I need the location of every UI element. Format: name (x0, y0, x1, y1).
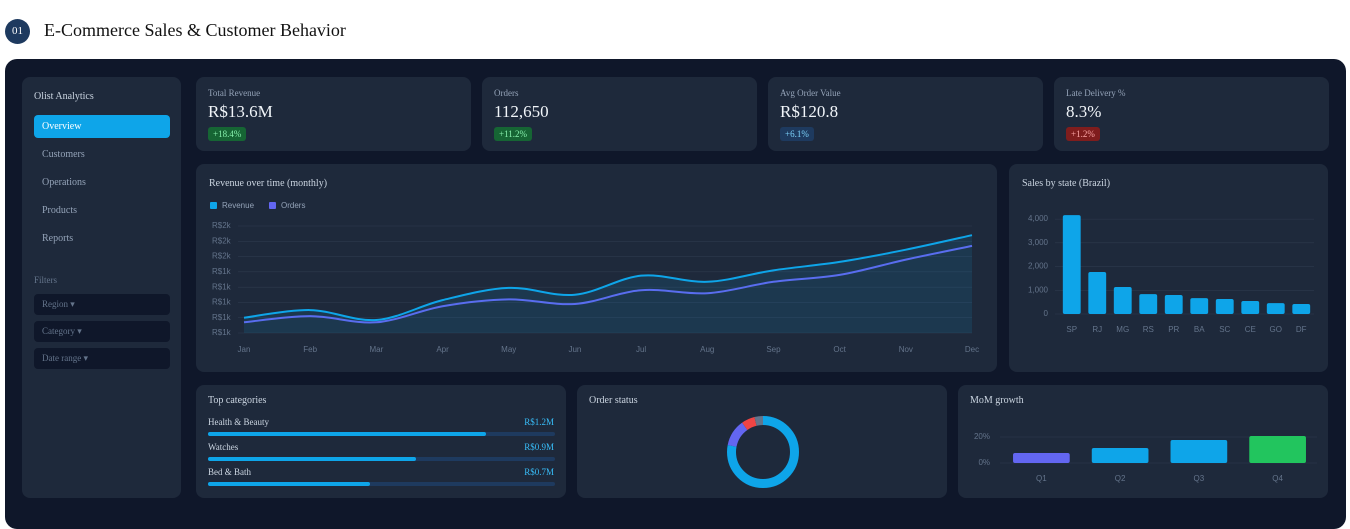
kpi-label: Late Delivery % (1066, 88, 1126, 98)
filter-dropdown[interactable]: Category ▾ (34, 321, 170, 342)
kpi-label: Avg Order Value (780, 88, 841, 98)
brand: Olist Analytics (34, 91, 94, 102)
sidebar: Olist Analytics Filters Overview Customer… (22, 77, 181, 498)
nav-item[interactable]: Customers (42, 149, 85, 160)
nav-item[interactable]: Products (42, 205, 77, 216)
value-label: R$1.2M (524, 417, 554, 427)
kpi-delta: +1.2% (1066, 127, 1100, 141)
card: Top categories Health & Beauty R$1.2M Watch… (196, 385, 566, 498)
value-label: R$0.7M (524, 467, 554, 477)
kpi-delta: +18.4% (208, 127, 247, 141)
kpi-value: R$120.8 (780, 102, 839, 121)
nav-item[interactable]: Reports (42, 233, 74, 244)
filter-dropdown[interactable]: Region ▾ (34, 294, 170, 315)
category-label: Watches (208, 442, 239, 452)
card-title: Revenue over time (monthly) (209, 178, 328, 189)
card-title: Sales by state (Brazil) (1022, 178, 1111, 189)
category-label: Bed & Bath (208, 467, 251, 477)
card-title: MoM growth (970, 395, 1024, 406)
card: Order status (577, 385, 947, 498)
bar (208, 482, 370, 486)
bar-track (208, 457, 555, 461)
page: 01 E-Commerce Sales & Customer Behavior … (5, 19, 1346, 529)
kpi-label: Orders (494, 88, 519, 98)
page-title: E-Commerce Sales & Customer Behavior (44, 20, 346, 40)
kpi-card: Orders 112,650 +11.2% (482, 77, 757, 151)
kpi-delta: +11.2% (494, 127, 532, 141)
card-title: Order status (589, 395, 638, 406)
kpi-value: 112,650 (494, 102, 549, 121)
kpi-value: R$13.6M (208, 102, 273, 121)
bar-track (208, 432, 555, 436)
value-label: R$0.9M (524, 442, 554, 452)
kpi-delta: +6.1% (780, 127, 814, 141)
bar (208, 432, 486, 436)
card: Sales by state (Brazil) (1009, 164, 1328, 372)
card: MoM growth (958, 385, 1328, 498)
bar (208, 457, 417, 461)
section-badge: 01 (5, 19, 30, 44)
kpi-label: Total Revenue (208, 88, 261, 98)
category-label: Health & Beauty (208, 417, 269, 427)
card-title: Top categories (208, 395, 267, 406)
card: Revenue over time (monthly) (196, 164, 997, 372)
kpi-card: Late Delivery % 8.3% +1.2% (1054, 77, 1329, 151)
kpi-card: Total Revenue R$13.6M +18.4% (196, 77, 471, 151)
kpi-value: 8.3% (1066, 102, 1102, 121)
nav-item[interactable]: Overview (34, 115, 170, 138)
bar-track (208, 482, 555, 486)
nav-item[interactable]: Operations (42, 177, 86, 188)
kpi-card: Avg Order Value R$120.8 +6.1% (768, 77, 1043, 151)
filters-title: Filters (34, 275, 58, 285)
filter-dropdown[interactable]: Date range ▾ (34, 348, 170, 369)
